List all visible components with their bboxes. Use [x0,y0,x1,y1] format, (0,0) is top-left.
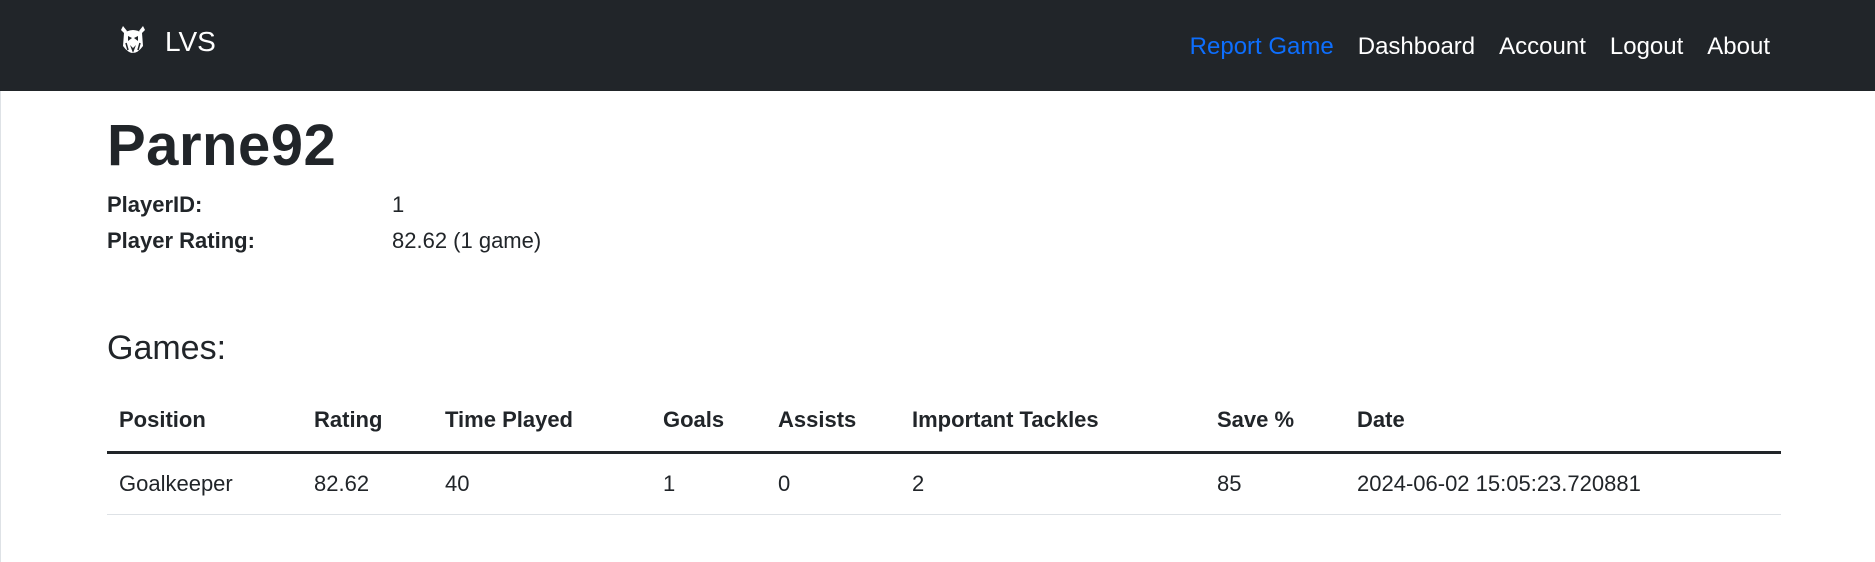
brand-text: LVS [165,26,216,57]
col-save-percent: Save % [1205,390,1345,454]
nav-report-game[interactable]: Report Game [1189,33,1334,60]
player-name-heading: Parne92 [107,113,337,178]
player-id-label: PlayerID: [107,192,203,217]
cell-date: 2024-06-02 15:05:23.720881 [1345,452,1781,515]
knight-crest-icon [121,26,145,53]
cell-goals: 1 [651,452,766,515]
player-rating-value: 82.62 (1 game) [392,228,542,253]
cell-save-percent: 85 [1205,452,1345,515]
games-table: Position Rating Time Played Goals Assist… [107,390,1781,515]
player-rating-row: Player Rating: 82.62 (1 game) [107,223,1781,259]
brand-home-link[interactable]: LVS [115,22,216,62]
col-time-played: Time Played [433,390,651,454]
player-id-row: PlayerID: 1 [107,187,1781,223]
nav-about[interactable]: About [1707,33,1770,60]
main-content: Parne92 PlayerID: 1 Player Rating: 82.62… [107,91,1781,515]
col-position: Position [107,390,302,454]
col-goals: Goals [651,390,766,454]
nav-links: Report Game Dashboard Account Logout Abo… [1190,27,1770,67]
table-row: Goalkeeper 82.62 40 1 0 2 85 2024-06-02 … [107,452,1781,515]
col-assists: Assists [766,390,900,454]
cell-position: Goalkeeper [107,452,302,515]
cell-time-played: 40 [433,452,651,515]
col-rating: Rating [302,390,433,454]
cell-important-tackles: 2 [900,452,1205,515]
top-navbar: LVS Report Game Dashboard Account Logout… [0,0,1875,91]
nav-logout[interactable]: Logout [1609,33,1684,60]
col-important-tackles: Important Tackles [900,390,1205,454]
nav-account[interactable]: Account [1499,33,1586,60]
nav-dashboard[interactable]: Dashboard [1357,33,1476,60]
player-id-value: 1 [392,192,405,217]
cell-rating: 82.62 [302,452,433,515]
col-date: Date [1345,390,1781,454]
cell-assists: 0 [766,452,900,515]
player-rating-label: Player Rating: [107,228,255,253]
games-table-header: Position Rating Time Played Goals Assist… [107,390,1781,454]
player-info: PlayerID: 1 Player Rating: 82.62 (1 game… [107,187,1781,259]
games-heading: Games: [107,329,227,367]
